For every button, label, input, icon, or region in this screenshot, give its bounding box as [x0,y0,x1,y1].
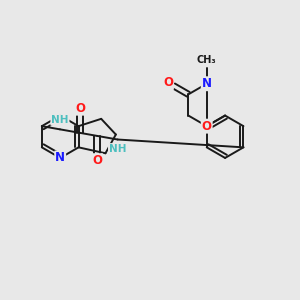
Text: N: N [55,152,65,164]
Text: N: N [202,77,212,90]
Text: O: O [202,120,212,133]
Text: NH: NH [109,144,126,154]
Text: CH₃: CH₃ [197,55,217,65]
Text: O: O [75,102,85,115]
Text: O: O [92,154,102,167]
Text: NH: NH [51,115,69,125]
Text: O: O [163,76,173,89]
